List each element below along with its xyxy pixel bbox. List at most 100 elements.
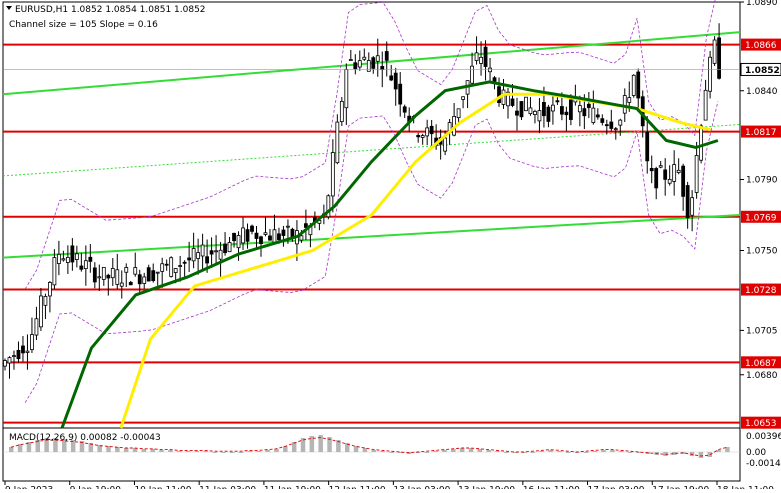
time-tick-label-1: 9 Jan 19:00 [70, 486, 122, 489]
macd-signal-line [10, 437, 728, 457]
price-tick-label-3: 1.0750 [746, 247, 778, 257]
macd-bar-67 [601, 450, 606, 452]
candle-body-53 [241, 227, 245, 244]
candle-body-158 [712, 39, 717, 64]
macd-bar-66 [592, 451, 598, 452]
candle-body-92 [416, 135, 421, 138]
level-label-box-1 [741, 125, 781, 138]
macd-bar-15 [141, 449, 147, 452]
candle-body-54 [245, 229, 250, 242]
candle-body-139 [627, 97, 632, 103]
candle-body-27 [124, 267, 129, 273]
candle-body-86 [389, 75, 394, 81]
macd-bar-68 [610, 450, 615, 452]
candle-body-59 [268, 235, 272, 241]
candle-body-57 [259, 236, 263, 245]
candle-body-75 [339, 101, 344, 123]
level-label-box-5 [741, 416, 781, 429]
candle-body-94 [425, 127, 430, 137]
macd-bar-39 [353, 446, 359, 452]
candle-body-4 [21, 345, 25, 354]
time-tick-label-8: 16 Jan 11:00 [523, 486, 580, 489]
candle-body-101 [456, 108, 461, 119]
candle-body-119 [537, 110, 542, 122]
macd-bar-28 [256, 451, 262, 452]
candle-body-23 [106, 274, 111, 279]
candle-body-13 [61, 258, 66, 261]
candle-body-98 [443, 137, 448, 152]
candle-body-87 [393, 72, 398, 90]
macd-bar-23 [212, 452, 217, 453]
candle-body-106 [479, 56, 483, 64]
macd-bar-32 [291, 442, 297, 452]
price-axis: 1.0890 1.0840 1.0790 1.0750 1.0705 1.0680 1.08… [3, 0, 781, 381]
candle-body-47 [214, 250, 218, 253]
time-tick-label-9: 17 Jan 03:00 [588, 486, 645, 489]
macd-bar-70 [627, 452, 633, 453]
candle-body-29 [133, 267, 138, 275]
candle-body-138 [622, 95, 627, 114]
candle-body-116 [524, 96, 528, 112]
level-label-box-3 [741, 283, 781, 296]
candle-body-151 [681, 165, 686, 197]
candle-body-135 [609, 121, 614, 129]
candle-body-134 [604, 124, 609, 127]
candle-body-38 [173, 268, 178, 273]
candle-body-32 [146, 267, 151, 282]
macd-bar-5 [53, 438, 58, 452]
envelope-up [24, 0, 716, 290]
macd-bar-27 [247, 451, 253, 452]
macd-bar-29 [265, 450, 270, 452]
level-label-box-0 [741, 38, 781, 51]
macd-tick-label-1: 0.00 [746, 448, 766, 458]
candle-body-7 [34, 318, 39, 336]
candle-body-104 [470, 65, 474, 84]
time-tick-label-0: 9 Jan 2023 [5, 486, 53, 489]
candle-body-31 [142, 276, 147, 284]
macd-bar-12 [115, 447, 120, 452]
candle-body-8 [39, 295, 43, 328]
level-label-2: 1.0769 [745, 213, 777, 223]
macd-bar-22 [203, 451, 209, 452]
macd-bar-2 [26, 442, 32, 452]
macd-bar-57 [512, 452, 518, 453]
candle-body-11 [52, 257, 57, 286]
macd-bar-53 [477, 449, 483, 452]
candle-body-62 [281, 229, 286, 236]
candle-body-18 [83, 260, 88, 269]
candle-body-82 [371, 57, 376, 69]
candle-body-88 [398, 83, 403, 105]
macd-bar-62 [557, 451, 562, 452]
candle-body-26 [119, 282, 124, 287]
macd-bar-65 [583, 452, 589, 453]
candle-body-73 [330, 152, 335, 197]
macd-bar-13 [123, 448, 129, 452]
candle-body-37 [169, 257, 174, 277]
candle-body-3 [16, 349, 21, 360]
candle-body-45 [205, 256, 209, 264]
candle-body-118 [533, 110, 537, 115]
candle-body-1 [7, 357, 12, 364]
current-price-label: 1.0852 [745, 66, 780, 76]
time-tick-label-10: 17 Jan 19:00 [652, 486, 709, 489]
candle-body-153 [690, 197, 695, 216]
level-label-5: 1.0653 [745, 419, 777, 429]
dropdown-triangle-icon[interactable] [6, 6, 12, 10]
macd-panel: 0.00396 0.00-0.00143 [3, 432, 781, 469]
candle-body-40 [182, 261, 187, 264]
level-labels: 1.0866 1.0817 1.0769 1.0728 1.0687 1.0653 [741, 38, 781, 429]
moving-averages [60, 80, 719, 429]
candle-body-130 [586, 103, 591, 108]
candle-body-16 [74, 253, 79, 260]
macd-bar-35 [318, 435, 323, 452]
candle-body-14 [65, 257, 70, 263]
macd-bar-43 [389, 452, 394, 453]
macd-tick-label-0: 0.00396 [746, 432, 781, 442]
channel-mid [2, 123, 741, 177]
candle-body-108 [488, 67, 492, 73]
candle-body-123 [555, 100, 560, 103]
macd-bar-50 [451, 449, 456, 452]
macd-bar-69 [619, 451, 624, 452]
candle-body-50 [227, 242, 232, 253]
